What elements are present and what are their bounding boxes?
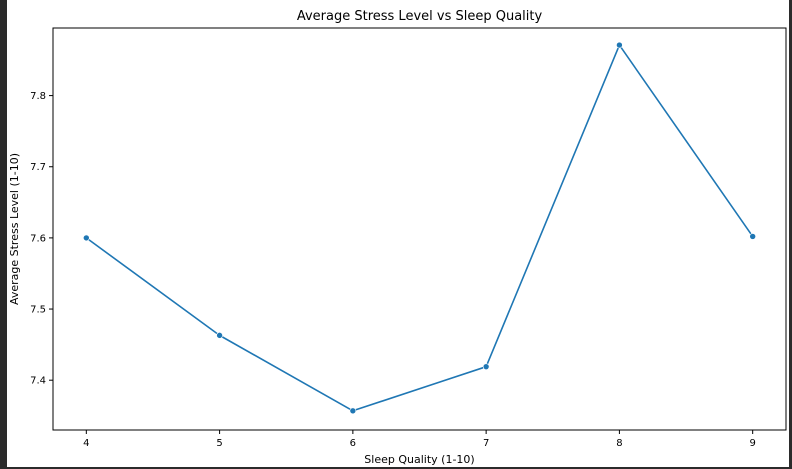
y-tick-label: 7.6 <box>30 233 46 244</box>
chart-title: Average Stress Level vs Sleep Quality <box>297 9 543 24</box>
series-layer <box>83 41 756 415</box>
data-point <box>482 363 490 370</box>
y-axis-ticks: 7.4 7.5 7.6 7.7 7.8 <box>30 91 53 387</box>
series-line <box>85 44 754 412</box>
x-tick-label: 9 <box>749 438 755 449</box>
data-point <box>616 41 623 49</box>
right-window-edge <box>789 0 792 469</box>
plot-area <box>52 27 787 431</box>
x-axis-label: Sleep Quality (1-10) <box>364 453 474 466</box>
x-tick-label: 4 <box>83 438 89 449</box>
y-tick-label: 7.4 <box>30 376 46 387</box>
bottom-window-edge <box>0 467 792 469</box>
data-point <box>749 233 756 240</box>
data-point <box>83 234 90 242</box>
data-point <box>349 407 357 415</box>
left-window-edge <box>0 0 7 469</box>
y-axis-label: Average Stress Level (1-10) <box>8 153 21 305</box>
y-tick-label: 7.7 <box>30 162 46 173</box>
x-axis-ticks: 4 5 6 7 8 9 <box>83 430 756 449</box>
x-tick-label: 5 <box>216 438 222 449</box>
y-tick-label: 7.5 <box>30 305 46 316</box>
x-tick-label: 7 <box>483 438 489 449</box>
y-tick-label: 7.8 <box>30 91 46 102</box>
data-point <box>216 332 223 339</box>
x-tick-label: 8 <box>616 438 622 449</box>
x-tick-label: 6 <box>350 438 356 449</box>
